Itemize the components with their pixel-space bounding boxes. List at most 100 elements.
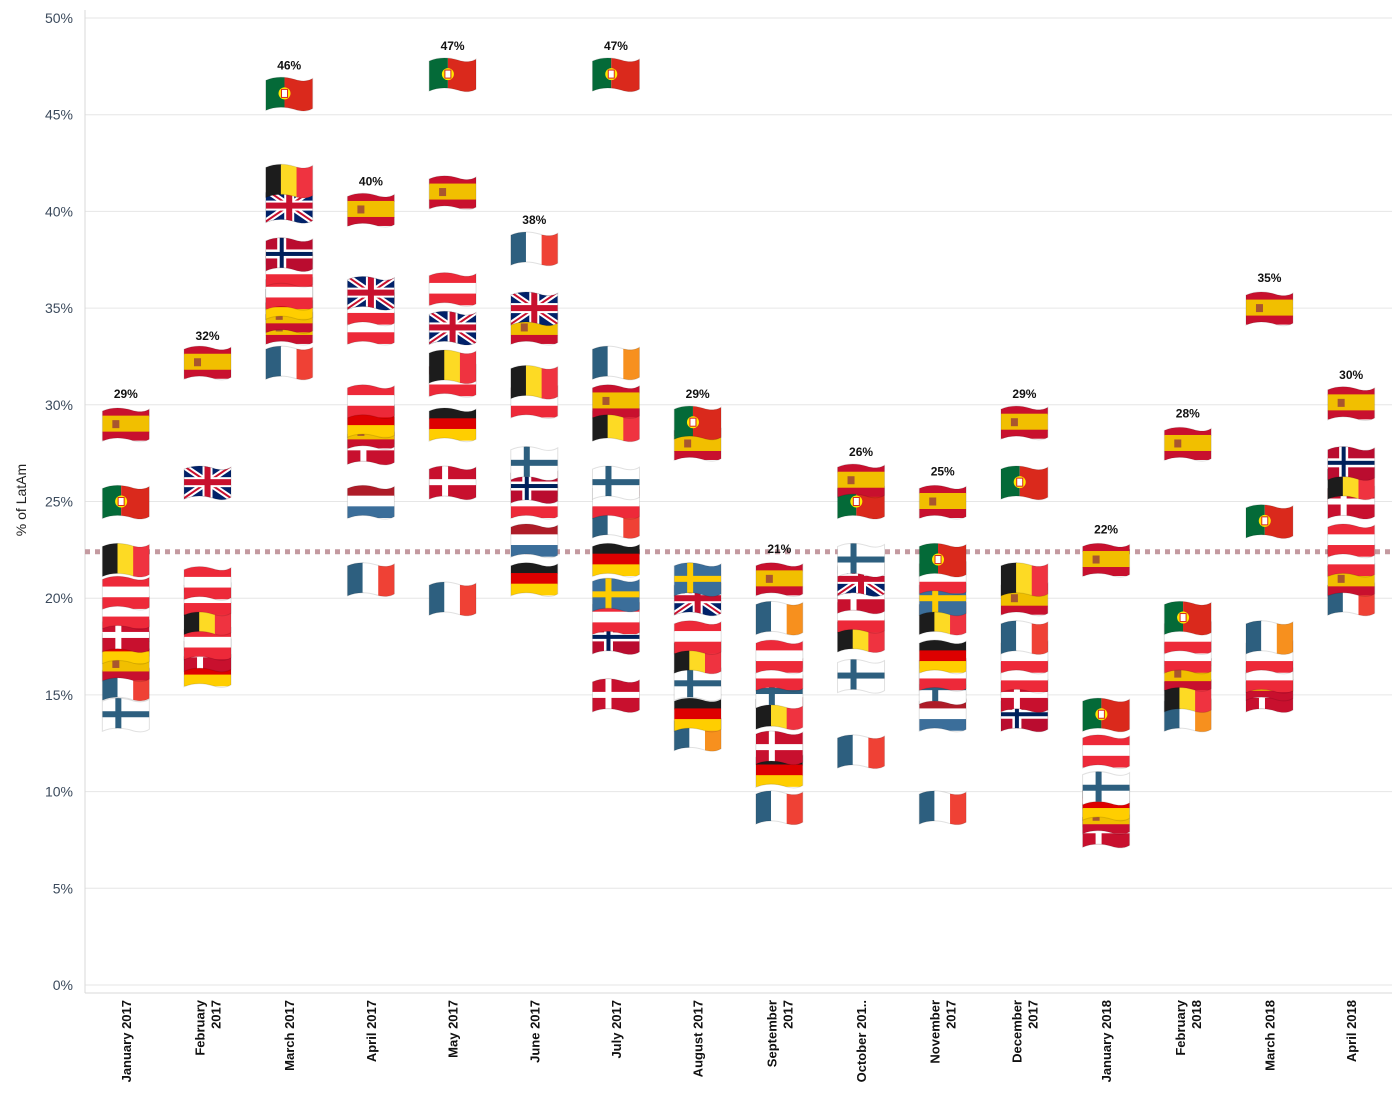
flag-se-icon — [673, 562, 722, 597]
flag-marks — [101, 57, 1376, 849]
flag-be-icon — [1000, 562, 1049, 597]
flag-be-icon — [265, 163, 314, 199]
flag-fr-icon — [510, 231, 559, 267]
flag-pt-icon — [101, 484, 150, 520]
flag-ie-icon — [1245, 620, 1294, 655]
flag-fi-icon — [837, 542, 886, 578]
flag-fi-icon — [1082, 771, 1131, 806]
flag-es-icon — [346, 192, 395, 228]
x-tick-label: June 2017 — [527, 1000, 542, 1063]
flag-fi-icon — [837, 658, 886, 694]
flag-es-icon — [1163, 426, 1212, 462]
x-axis: January 2017 February2017 March 2017 April … — [119, 999, 1359, 1082]
data-labels: 29% 32% 46% 40% 47% 38% 47% 29% 21% 26% 25% 29% 22% 2… — [114, 39, 1364, 556]
top-value-label: 29% — [114, 387, 138, 401]
x-tick-label: March 2017 — [282, 1000, 297, 1071]
flag-de-icon — [428, 407, 477, 443]
top-value-label: 47% — [604, 39, 628, 53]
top-value-label: 25% — [931, 465, 955, 479]
top-value-label: 22% — [1094, 523, 1118, 537]
flag-pt-icon — [918, 542, 967, 578]
x-tick-label: March 2018 — [1262, 1000, 1277, 1071]
flag-pt-icon — [1245, 504, 1294, 539]
flag-fi-icon — [591, 465, 640, 501]
y-tick-label: 10% — [45, 784, 73, 800]
flag-fr-icon — [428, 581, 477, 617]
flag-gb-icon — [510, 291, 559, 327]
flag-be-icon — [101, 542, 150, 578]
flag-es-icon — [1327, 386, 1376, 421]
x-tick-label: February2017 — [193, 999, 224, 1055]
flag-es-icon — [591, 384, 640, 419]
flag-de-icon — [673, 697, 722, 733]
top-value-label: 29% — [686, 387, 710, 401]
x-tick-label: August 2017 — [691, 1000, 706, 1077]
flag-pt-icon — [1163, 600, 1212, 636]
x-tick-label: September2017 — [764, 1000, 795, 1067]
top-value-label: 21% — [767, 542, 791, 556]
flag-pt-icon — [673, 405, 722, 441]
flag-fr-icon — [837, 734, 886, 770]
gridlines — [85, 17, 1392, 986]
flag-dk-icon — [428, 465, 477, 501]
top-value-label: 32% — [196, 329, 220, 343]
flag-at-icon — [101, 575, 150, 611]
y-tick-label: 5% — [53, 880, 73, 896]
flag-at-icon — [428, 272, 477, 307]
flag-dk-icon — [755, 730, 804, 766]
flag-at-icon — [755, 639, 804, 675]
y-tick-label: 0% — [53, 977, 73, 993]
flag-fi-icon — [510, 446, 559, 481]
flag-at-icon — [1082, 734, 1131, 770]
flag-de-icon — [591, 542, 640, 578]
x-tick-label: April 2017 — [364, 1000, 379, 1062]
flag-pt-icon — [1082, 697, 1131, 733]
flag-gb-icon — [346, 276, 395, 311]
flag-at-icon — [346, 384, 395, 419]
x-tick-label: April 2018 — [1344, 1000, 1359, 1062]
flag-se-icon — [591, 577, 640, 613]
top-value-label: 28% — [1176, 406, 1200, 420]
y-tick-label: 45% — [45, 107, 73, 123]
x-tick-label: May 2017 — [446, 1000, 461, 1058]
y-axis: 0% 5% 10% 15% 20% 25% 30% 35% 40% 45% 50% — [45, 10, 1392, 994]
flag-fr-icon — [346, 562, 395, 597]
flag-es-icon — [918, 484, 967, 520]
y-tick-label: 15% — [45, 687, 73, 703]
flag-gb-icon — [183, 465, 232, 501]
flag-be-icon — [510, 364, 559, 400]
y-tick-label: 50% — [45, 10, 73, 26]
flag-at-icon — [183, 566, 232, 601]
flag-gb-icon — [428, 310, 477, 346]
y-tick-label: 40% — [45, 203, 73, 219]
flag-pt-icon — [265, 76, 314, 112]
flag-pt-icon — [428, 57, 477, 93]
flag-es-icon — [837, 463, 886, 499]
y-tick-label: 25% — [45, 494, 73, 510]
top-value-label: 35% — [1257, 271, 1281, 285]
flag-de-icon — [510, 562, 559, 597]
flag-fi-icon — [101, 697, 150, 733]
y-tick-label: 20% — [45, 590, 73, 606]
flag-es-icon — [101, 407, 150, 443]
x-tick-label: January 2018 — [1099, 1000, 1114, 1082]
flag-es-icon — [428, 175, 477, 211]
top-value-label: 47% — [441, 39, 465, 53]
flag-fr-icon — [1000, 620, 1049, 655]
x-tick-label: December2017 — [1009, 1000, 1040, 1063]
flag-fr-icon — [918, 790, 967, 826]
top-value-label: 26% — [849, 445, 873, 459]
x-tick-label: July 2017 — [609, 1000, 624, 1059]
flag-es-icon — [183, 345, 232, 381]
y-tick-label: 35% — [45, 300, 73, 316]
top-value-label: 38% — [522, 213, 546, 227]
flag-nl-icon — [510, 523, 559, 559]
top-value-label: 30% — [1339, 368, 1363, 382]
flag-fr-icon — [755, 790, 804, 826]
flag-no-icon — [1327, 446, 1376, 481]
y-axis-title: % of LatAm — [13, 464, 29, 536]
flag-fr-icon — [265, 345, 314, 381]
flag-at-icon — [673, 620, 722, 655]
flag-es-icon — [1000, 405, 1049, 441]
